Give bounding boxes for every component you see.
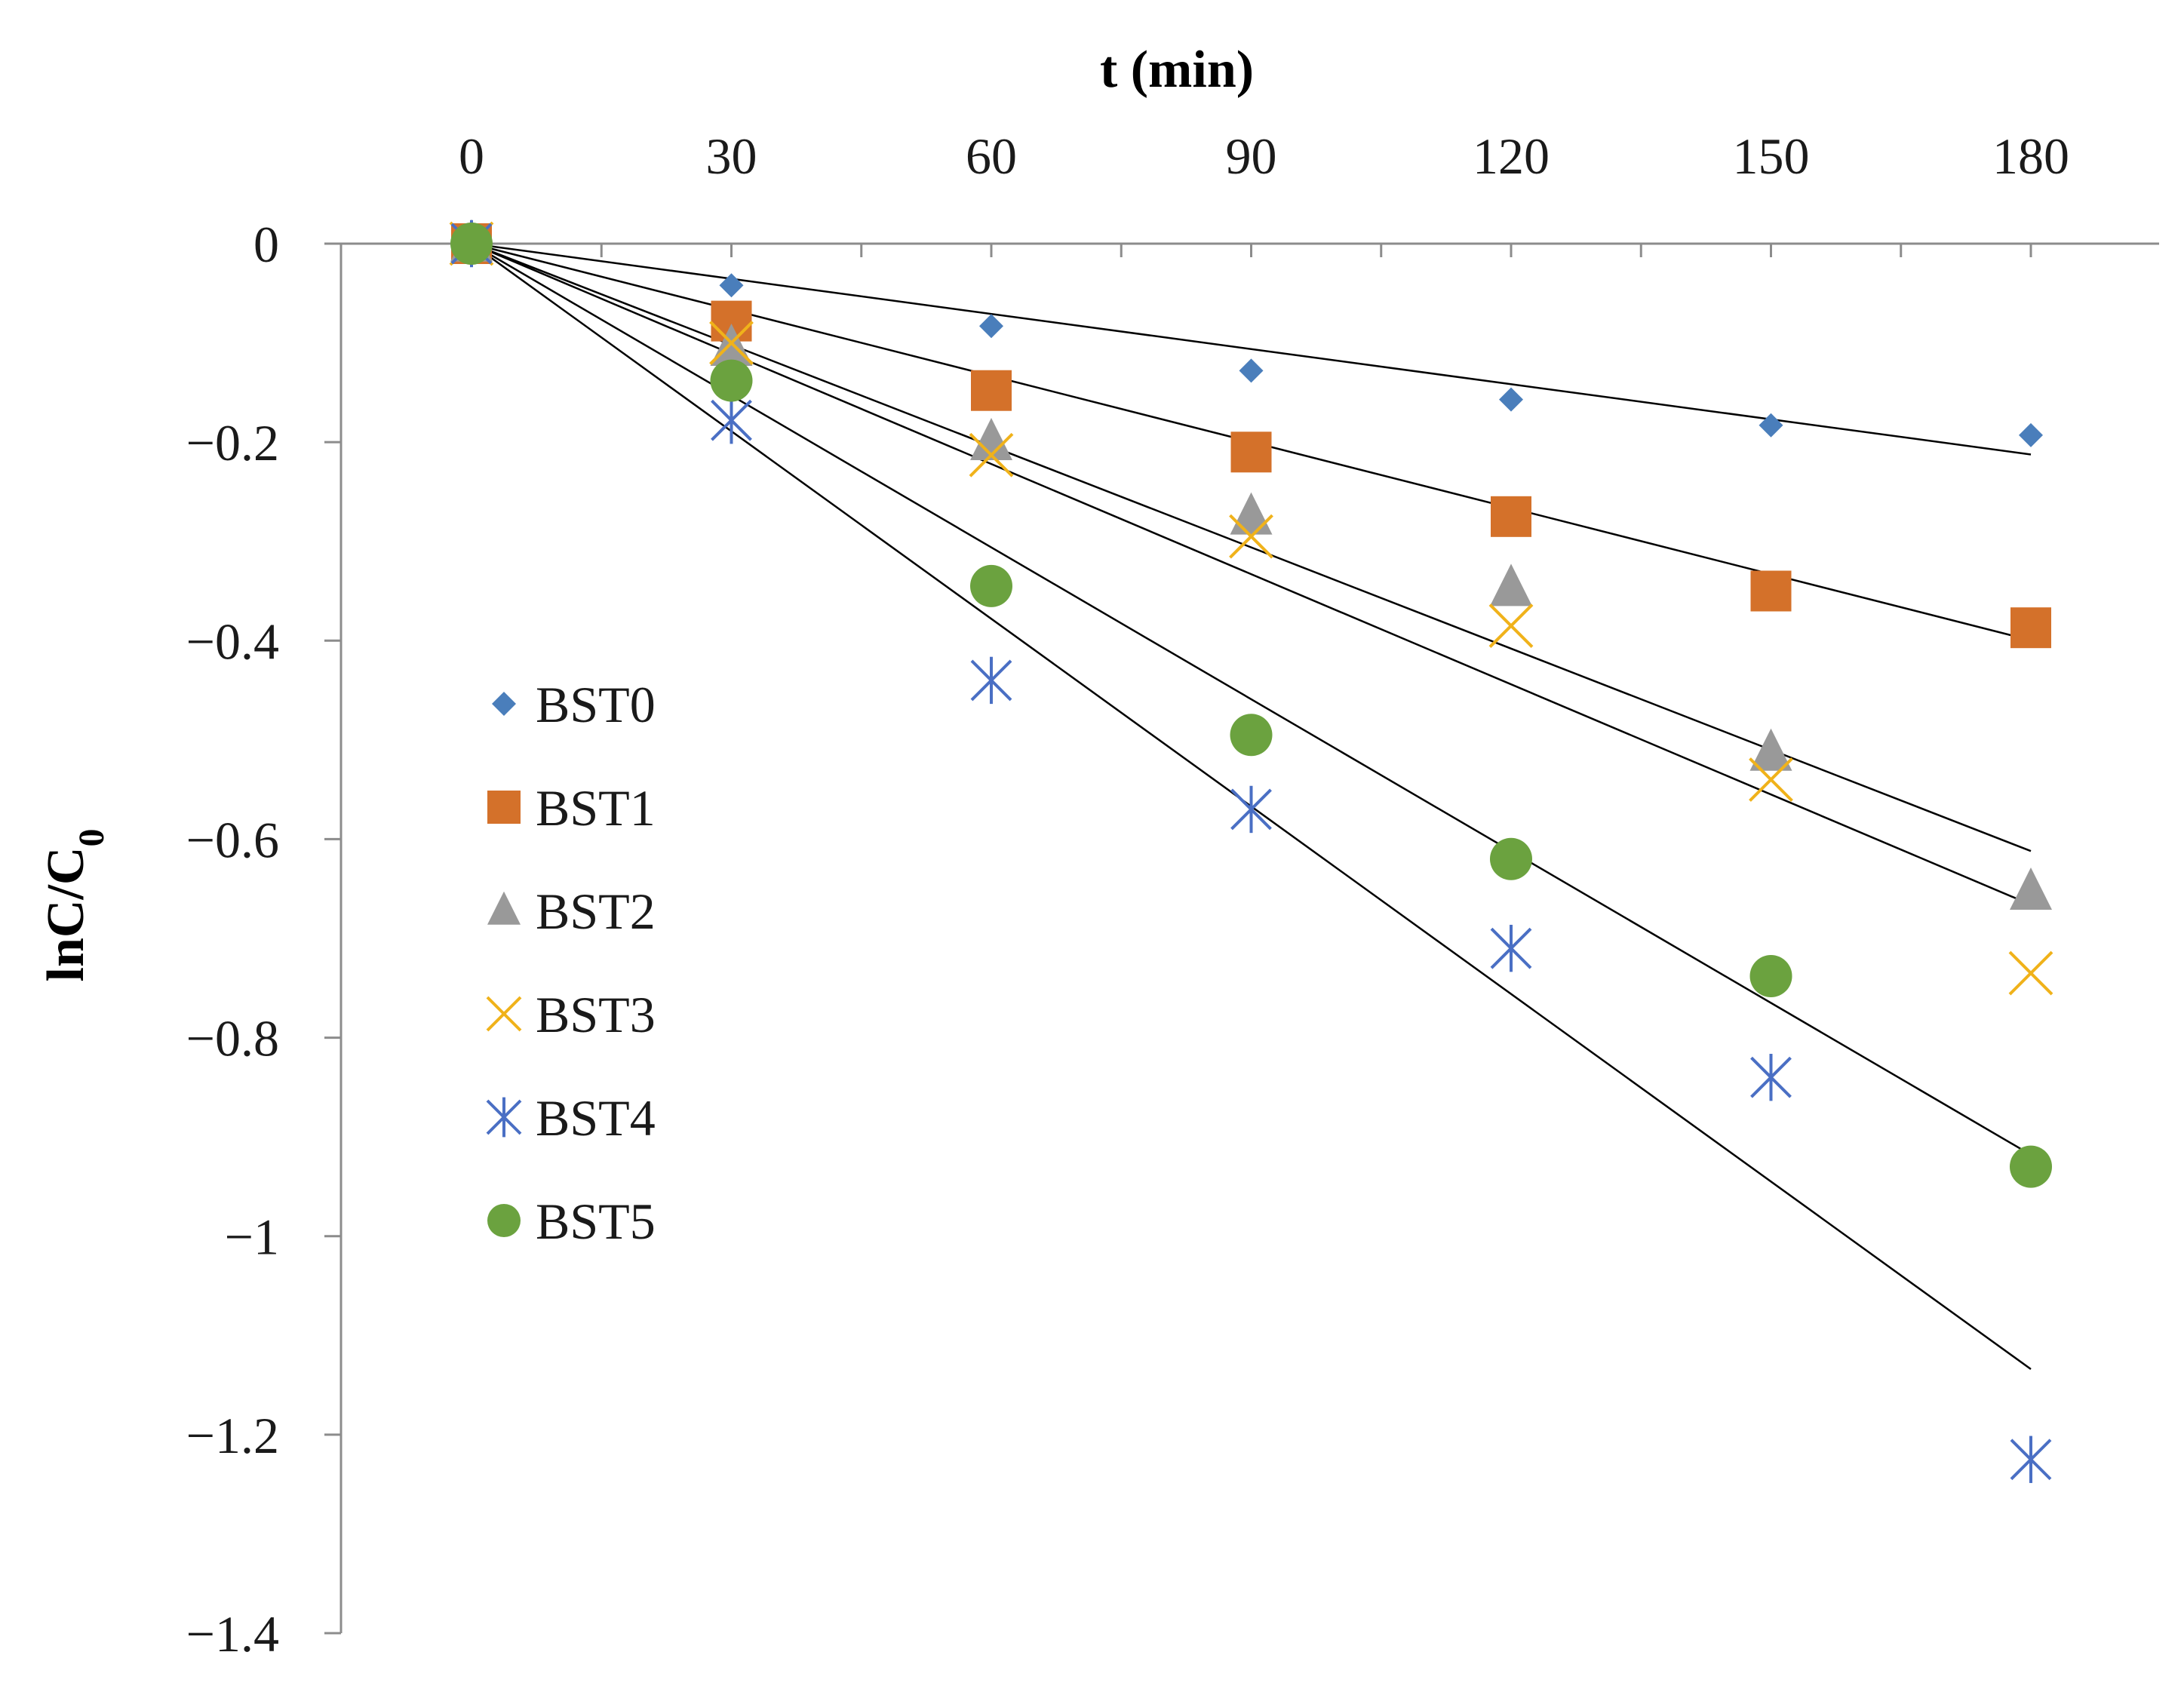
y-tick-label: −1.2 [186,1407,279,1464]
legend-label-bst5: BST5 [536,1193,656,1250]
data-points [449,219,2053,1483]
data-point-bst0 [2019,422,2043,447]
legend-item-bst3: BST3 [486,986,656,1043]
data-point-bst3 [1488,603,1534,648]
data-point-bst4 [1230,785,1272,834]
data-point-bst5 [1230,714,1273,757]
data-point-bst5 [450,223,493,265]
data-point-bst0 [1759,413,1783,438]
legend-item-bst1: BST1 [487,779,656,837]
data-point-bst1 [971,370,1012,411]
data-point-bst3 [969,432,1014,478]
y-axis-title-main: lnC/C [37,847,95,982]
axes: 0 30 60 90 120 150 180 0 −0.2 −0.4 −0.6 −0.8 −1 −1.2 −… [186,127,2159,1663]
data-point-bst0 [719,273,744,298]
data-point-bst5 [1490,837,1532,880]
data-point-bst2 [2010,867,2052,910]
x-tick-label: 0 [459,127,484,185]
data-point-bst1 [1750,570,1792,612]
data-point-bst1 [1230,431,1272,473]
data-point-bst4 [711,396,752,444]
legend-label-bst2: BST2 [536,883,656,940]
y-tick-label: 0 [253,216,279,273]
x-tick-label: 30 [706,127,757,185]
data-point-bst3 [1229,514,1273,559]
data-point-bst4 [1750,1054,1792,1101]
data-point-bst2 [970,417,1012,460]
data-point-bst1 [2010,607,2051,649]
x-axis-title: t (min) [1100,41,1254,99]
data-point-bst2 [1749,728,1792,771]
data-point-bst0 [979,314,1003,339]
legend-label-bst0: BST0 [536,676,656,733]
data-point-bst4 [1490,924,1532,972]
x-tick-label: 90 [1226,127,1277,185]
legend-label-bst3: BST3 [536,986,656,1043]
y-tick-label: −0.2 [186,414,279,471]
x-tick-label: 150 [1733,127,1810,185]
x-tick-label: 180 [1992,127,2069,185]
legend-label-bst4: BST4 [536,1089,656,1147]
data-point-bst5 [1749,954,1792,997]
legend-marker-bst4 [486,1097,522,1138]
legend-item-bst2: BST2 [487,883,656,940]
y-tick-label: −0.8 [186,1010,279,1067]
legend-label-bst1: BST1 [536,779,656,837]
data-point-bst5 [710,359,753,402]
data-point-bst0 [1499,387,1523,412]
data-point-bst5 [970,564,1012,607]
data-point-bst3 [709,321,754,365]
x-tick-label: 60 [966,127,1017,185]
data-point-bst3 [1749,757,1793,802]
legend-marker-bst2 [487,891,521,925]
y-tick-label: −1 [225,1208,279,1266]
legend-marker-bst1 [487,791,521,824]
legend-marker-bst5 [487,1204,521,1237]
y-axis-title: lnC/C0 [37,829,112,982]
data-point-bst4 [2010,1436,2052,1483]
legend: BST0 BST1 BST2 BST3 BST4 BST5 [486,676,656,1250]
legend-item-bst4: BST4 [486,1089,656,1147]
y-tick-label: −0.4 [186,613,279,670]
y-axis-title-subscript: 0 [72,829,112,847]
legend-item-bst5: BST5 [487,1193,656,1250]
data-point-bst3 [2008,950,2053,996]
y-tick-label: −1.4 [186,1605,279,1663]
data-point-bst1 [1491,496,1531,537]
y-tick-label: −0.6 [186,811,279,868]
legend-marker-bst0 [492,692,516,716]
data-point-bst5 [2010,1145,2052,1188]
legend-item-bst0: BST0 [492,676,656,733]
x-tick-label: 120 [1473,127,1550,185]
legend-marker-bst3 [486,996,522,1032]
data-point-bst4 [970,656,1012,705]
data-point-bst0 [1239,358,1264,383]
data-point-bst2 [1490,563,1532,606]
